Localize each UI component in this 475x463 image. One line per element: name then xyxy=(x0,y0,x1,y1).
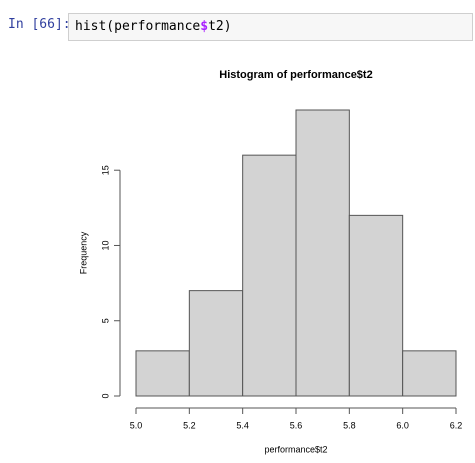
y-tick-label: 10 xyxy=(100,240,110,250)
cell-prompt: In [66]: xyxy=(8,17,71,32)
code: t2) xyxy=(208,19,232,34)
y-tick-label: 15 xyxy=(100,165,110,175)
code: $ xyxy=(200,19,209,34)
y-tick-label: 0 xyxy=(100,393,110,398)
bar xyxy=(295,109,350,397)
x-tick-label: 5.4 xyxy=(236,420,249,430)
bar xyxy=(135,350,190,397)
bar xyxy=(242,154,297,397)
x-tick-label: 5.0 xyxy=(130,420,143,430)
code-cell[interactable]: hist(performance$t2) xyxy=(68,13,473,41)
bar xyxy=(402,350,457,397)
bar xyxy=(188,290,244,397)
chart-title: Histogram of performance$t2 xyxy=(219,69,372,81)
bar xyxy=(348,214,404,397)
y-axis-label: Frequency xyxy=(78,231,88,274)
x-tick-label: 5.2 xyxy=(183,420,196,430)
y-tick-label: 5 xyxy=(100,318,110,323)
x-axis-label: performance$t2 xyxy=(264,444,327,454)
x-tick-label: 6.2 xyxy=(450,420,463,430)
code: hist(performance xyxy=(75,19,201,34)
x-tick-label: 5.6 xyxy=(290,420,303,430)
x-tick-label: 5.8 xyxy=(343,420,356,430)
x-tick-label: 6.0 xyxy=(396,420,409,430)
